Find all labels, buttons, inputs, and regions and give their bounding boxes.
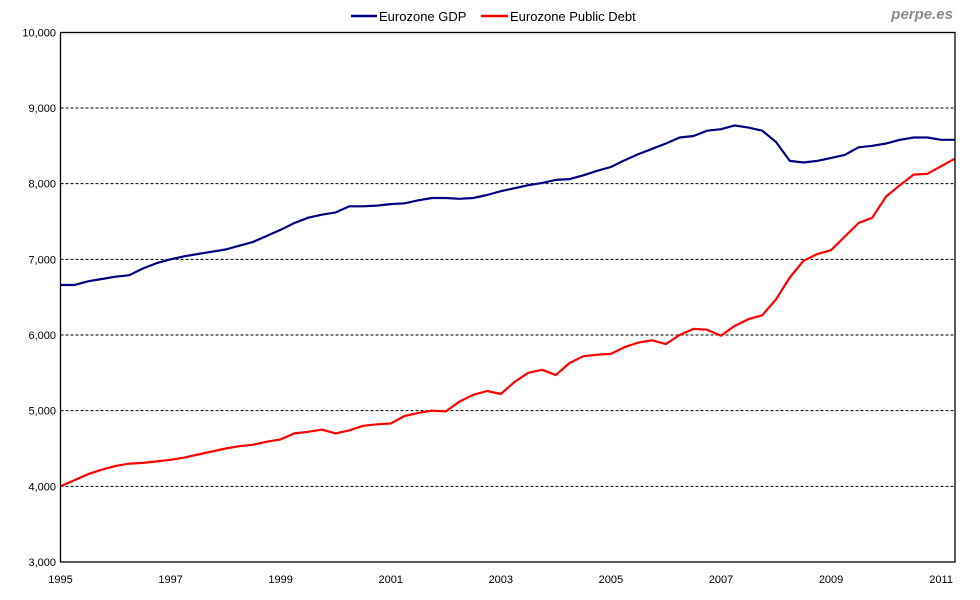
x-tick-label: 2005 bbox=[599, 574, 623, 586]
legend-label-debt: Eurozone Public Debt bbox=[510, 9, 636, 24]
y-axis-ticks: 3,000 4,000 5,000 6,000 7,000 8,000 9,000 10,00… bbox=[22, 27, 56, 569]
x-tick-label: 2003 bbox=[489, 574, 513, 586]
y-tick-label: 10,000 bbox=[22, 27, 56, 39]
legend: Eurozone GDP Eurozone Public Debt bbox=[351, 9, 636, 24]
x-tick-label: 2011 bbox=[929, 574, 953, 586]
y-tick-label: 3,000 bbox=[28, 557, 56, 569]
x-tick-label: 2001 bbox=[378, 574, 402, 586]
y-tick-label: 6,000 bbox=[28, 330, 56, 342]
x-tick-label: 1999 bbox=[268, 574, 292, 586]
series-line-debt bbox=[60, 157, 956, 488]
x-axis-ticks: 1995 1997 1999 2001 2003 2005 2007 2009 2011 bbox=[48, 574, 953, 586]
y-tick-label: 9,000 bbox=[28, 103, 56, 115]
y-tick-label: 7,000 bbox=[28, 254, 56, 266]
y-tick-label: 8,000 bbox=[28, 179, 56, 191]
legend-label-gdp: Eurozone GDP bbox=[379, 9, 466, 24]
series-line-gdp bbox=[60, 124, 955, 287]
y-tick-label: 5,000 bbox=[28, 406, 56, 418]
plot-frame bbox=[59, 31, 956, 563]
gridlines bbox=[60, 107, 955, 487]
watermark-logo: perpe.es bbox=[890, 6, 953, 23]
x-tick-label: 2009 bbox=[819, 574, 843, 586]
x-tick-label: 2007 bbox=[709, 574, 733, 586]
x-tick-label: 1997 bbox=[158, 574, 182, 586]
y-tick-label: 4,000 bbox=[28, 481, 56, 493]
series-lines bbox=[60, 124, 956, 488]
x-tick-label: 1995 bbox=[48, 574, 72, 586]
